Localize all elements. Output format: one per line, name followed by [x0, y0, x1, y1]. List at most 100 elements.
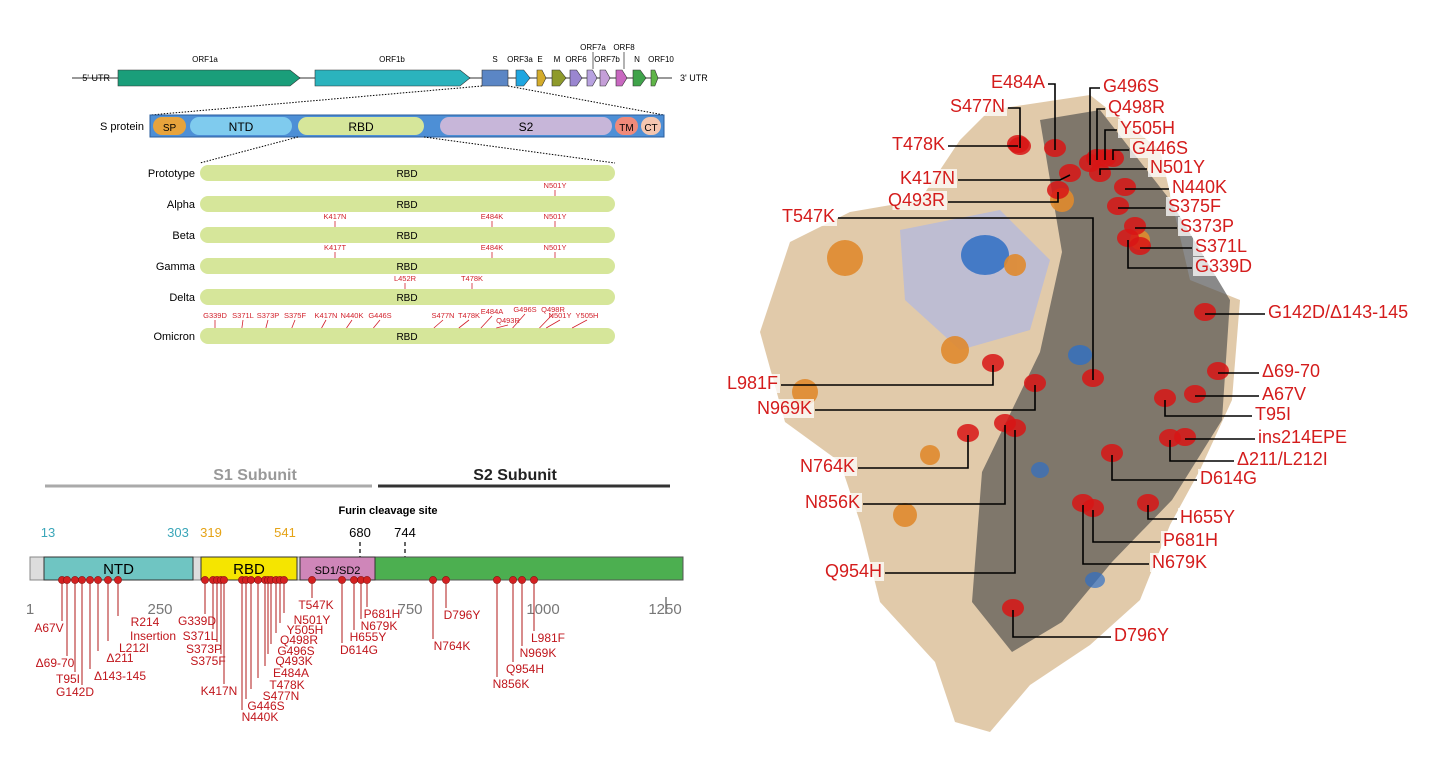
structure-label: N440K — [1172, 177, 1227, 197]
mutation-label: T478K — [269, 678, 304, 692]
structure-label: Q498R — [1108, 97, 1165, 117]
mutation-label: T478K — [461, 274, 483, 283]
structure-label: G496S — [1103, 76, 1159, 96]
orf-label: ORF7a — [580, 43, 606, 52]
mutation-dot — [530, 576, 538, 584]
mutation-label: T95I — [56, 672, 80, 686]
leader-line — [958, 174, 1071, 181]
mutation-dot — [114, 576, 122, 584]
mutation-label: G142D — [56, 685, 94, 699]
mutation-tick — [241, 319, 244, 329]
structure-label: K417N — [900, 168, 955, 188]
structure-label: Δ69-70 — [1262, 361, 1320, 381]
blue-patch — [1031, 462, 1049, 478]
mutation-dot — [308, 576, 316, 584]
label-halo — [1260, 362, 1325, 381]
leader-line — [948, 192, 1059, 203]
mutation-tick — [291, 319, 296, 329]
leader-line — [1089, 87, 1100, 165]
mutation-label: N501Y — [544, 212, 567, 221]
mutation-dot — [71, 576, 79, 584]
mutation-label: S371L — [232, 311, 254, 320]
label-halo — [1253, 405, 1297, 424]
mutation-site — [982, 354, 1004, 372]
mutation-tick — [539, 313, 554, 329]
mutation-label: G496S — [277, 644, 314, 658]
orf-block — [551, 69, 567, 87]
axis-label: 1000 — [526, 601, 559, 618]
mutation-tick — [321, 319, 327, 329]
label-halo — [1235, 450, 1342, 469]
mutation-site — [1207, 362, 1229, 380]
mutation-site — [1117, 229, 1139, 247]
structure-label: G142D/Δ143-145 — [1268, 302, 1408, 322]
orf-label: ORF10 — [648, 55, 674, 64]
label-halo — [1260, 385, 1304, 404]
structure-label: N856K — [805, 492, 860, 512]
boundary-label: 680 — [349, 525, 371, 540]
mutation-tick — [373, 319, 381, 329]
orf-block — [599, 69, 611, 87]
blue-patch — [1085, 572, 1105, 588]
domain — [298, 117, 424, 135]
orf-block — [632, 69, 647, 87]
mutation-site — [1107, 197, 1129, 215]
boundary-label: 13 — [41, 525, 55, 540]
mutation-label: K417N — [201, 684, 238, 698]
boundary-label: 744 — [394, 525, 416, 540]
axis-label: 1 — [26, 601, 34, 618]
mutation-dot — [247, 576, 255, 584]
furin-label: Furin cleavage site — [338, 505, 437, 517]
zoom-line — [423, 136, 616, 164]
orf-label: ORF7b — [594, 55, 620, 64]
leader-line — [1147, 505, 1177, 520]
orf-label: E — [537, 55, 542, 64]
label-halo — [802, 457, 857, 476]
mutation-site — [1114, 178, 1136, 196]
mutation-label: S375F — [284, 311, 307, 320]
mutation-label: H655Y — [350, 630, 387, 644]
rbd-bar — [200, 258, 615, 274]
axis-label: 750 — [397, 601, 422, 618]
mutation-label: D614G — [340, 643, 378, 657]
mutation-label: E484K — [481, 243, 504, 252]
rbd-label: RBD — [396, 169, 417, 180]
label-halo — [1130, 139, 1185, 158]
boundary-label: 541 — [274, 525, 296, 540]
mutation-label: L212I — [119, 641, 149, 655]
mutation-dot — [338, 576, 346, 584]
variant-name: Alpha — [167, 199, 196, 211]
orange-blob — [827, 240, 863, 276]
leader-line — [863, 425, 1006, 505]
structure-label: E484A — [991, 72, 1045, 92]
leader-line — [1048, 83, 1056, 150]
domain-label: TM — [619, 123, 633, 134]
mutation-tick — [512, 313, 526, 329]
leader-line — [1112, 149, 1129, 160]
mutation-label: K417T — [324, 243, 347, 252]
leader-line — [1111, 455, 1197, 481]
mutation-label: N440K — [341, 311, 364, 320]
leader-line — [815, 385, 1036, 411]
structure-label: G339D — [1195, 256, 1252, 276]
utr-label: 5' UTR — [82, 73, 110, 83]
mutation-dot — [254, 576, 262, 584]
subunit-label: S1 Subunit — [213, 467, 297, 484]
orf-label: ORF8 — [613, 43, 635, 52]
label-halo — [1193, 257, 1248, 276]
rbd-bar — [200, 196, 615, 212]
mutation-label: A67V — [34, 621, 63, 635]
mutation-tick — [571, 319, 588, 329]
structure-label: T95I — [1255, 404, 1291, 424]
orf-label: S — [492, 55, 497, 64]
mutation-label: N501Y — [544, 243, 567, 252]
rbd-bar — [200, 289, 615, 305]
s2-region — [374, 556, 684, 581]
label-halo — [829, 562, 884, 581]
domain-label: RBD — [233, 561, 265, 578]
mutation-dot — [518, 576, 526, 584]
blue-patch — [1068, 345, 1092, 365]
mutation-label: Q954H — [506, 662, 544, 676]
mutation-tick — [346, 319, 353, 329]
